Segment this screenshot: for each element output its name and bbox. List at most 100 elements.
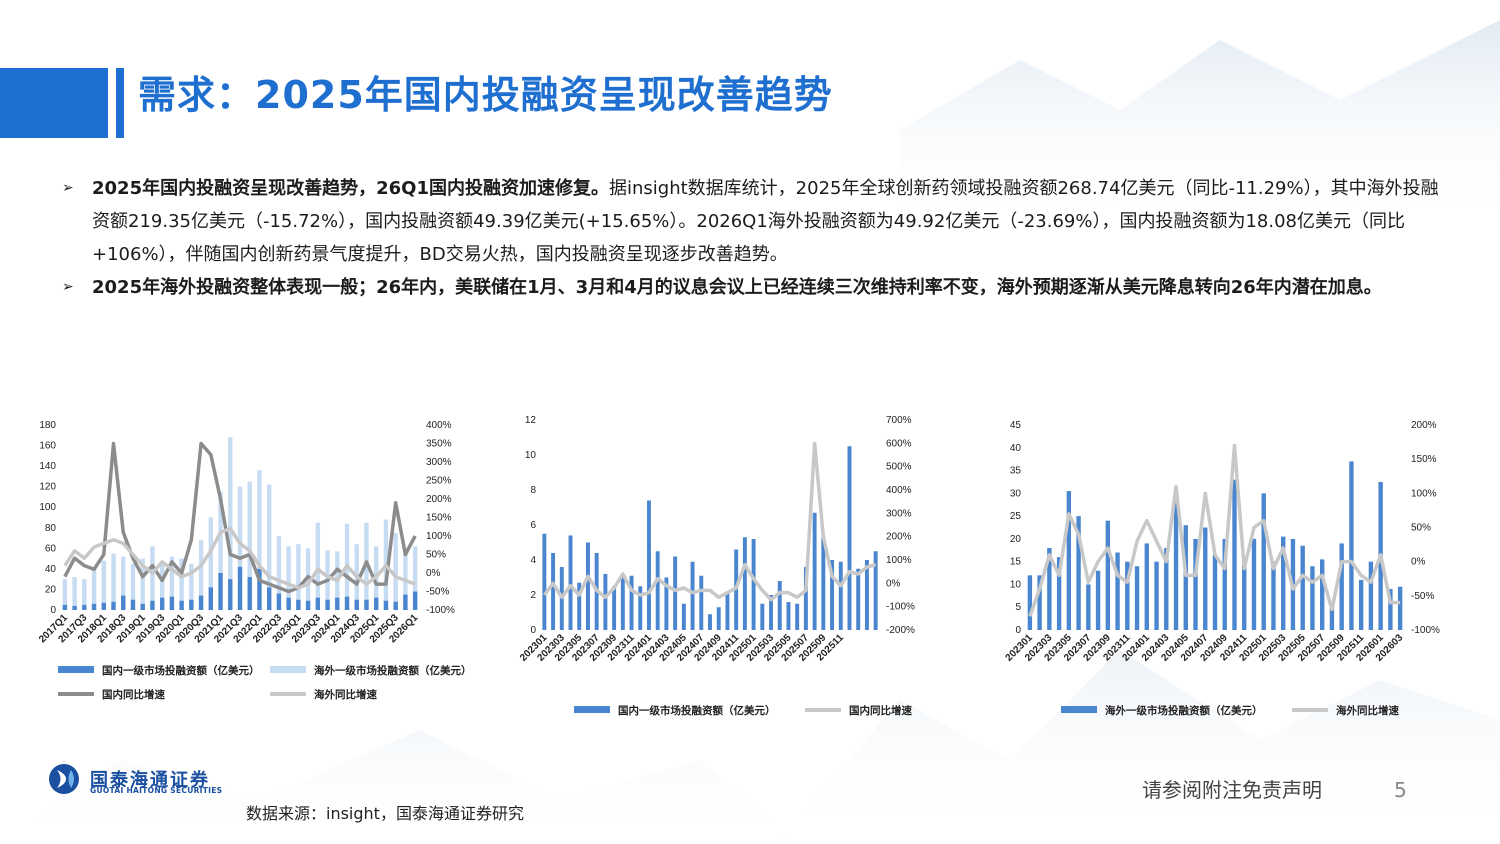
y-right-tick-label: 400% (886, 485, 912, 496)
y-left-tick-label: 10 (525, 450, 537, 461)
bar (742, 537, 747, 630)
y-right-tick-label: 200% (426, 494, 452, 505)
bar (218, 491, 223, 610)
y-right-tick-label: 100% (426, 531, 452, 542)
y-right-tick-label: 300% (426, 457, 452, 468)
y-left-tick-label: 20 (1010, 534, 1022, 545)
bar (856, 568, 861, 630)
bar (1212, 554, 1218, 630)
y-right-tick-label: 400% (426, 420, 452, 431)
bar (603, 574, 608, 630)
bar (577, 582, 582, 630)
bar (1105, 520, 1111, 630)
bar (364, 599, 369, 610)
y-right-tick-label: 200% (1411, 420, 1437, 431)
bar (247, 577, 252, 610)
bar (354, 599, 359, 610)
bar (364, 522, 369, 610)
bullet-1: ➢ 2025年国内投融资呈现改善趋势，26Q1国内投融资加速修复。据insigh… (62, 172, 1452, 271)
summary-text: ➢ 2025年国内投融资呈现改善趋势，26Q1国内投融资加速修复。据insigh… (62, 172, 1452, 304)
legend-label: 海外一级市场投融资额（亿美元） (314, 664, 472, 677)
chart-svg: 0 2 4 6 8 10 12 -200% -100% 0% 100% 200% 300% 400% 500… (518, 415, 915, 717)
legend-swatch (574, 706, 610, 713)
bullet-arrow-icon: ➢ (62, 279, 74, 295)
y-right-tick-label: 50% (1411, 523, 1431, 534)
bar (189, 563, 194, 610)
bar (101, 602, 106, 610)
bar (847, 446, 852, 630)
bar (1125, 561, 1130, 630)
y-left-tick-label: 0 (50, 605, 56, 616)
page-title: 需求：2025年国内投融资呈现改善趋势 (138, 73, 833, 117)
y-left-tick-label: 30 (1010, 488, 1022, 499)
bar (276, 593, 282, 610)
bar (585, 542, 590, 630)
bar (325, 599, 330, 610)
y-left-tick-label: 10 (1010, 579, 1022, 590)
bar (803, 567, 808, 630)
bar (1300, 545, 1305, 630)
y-right-tick-label: -100% (886, 602, 915, 613)
bar (62, 579, 68, 610)
bullet-arrow-icon: ➢ (62, 180, 74, 196)
y-left-tick-label: 0 (530, 625, 536, 636)
y-left-tick-label: 35 (1010, 466, 1022, 477)
bar (82, 579, 87, 610)
bar (62, 604, 68, 610)
y-right-tick-label: 150% (426, 513, 452, 524)
data-source: 数据来源：insight，国泰海通证券研究 (246, 804, 524, 823)
bar (673, 556, 678, 630)
y-left-tick-label: 2 (530, 590, 536, 601)
y-right-tick-label: -100% (1411, 625, 1440, 636)
title-accent-stripe (116, 68, 124, 138)
series-line (542, 441, 877, 602)
bar (725, 591, 730, 630)
legend-swatch (1061, 706, 1097, 713)
y-right-tick-label: 350% (426, 439, 452, 450)
y-left-tick-label: 4 (530, 555, 536, 566)
bar (647, 500, 651, 630)
bar (664, 577, 669, 630)
bar (1115, 552, 1120, 630)
bar (769, 595, 773, 630)
bar (121, 595, 126, 610)
bar (237, 486, 243, 610)
y-left-tick-label: 25 (1010, 511, 1022, 522)
y-right-tick-label: 50% (426, 550, 446, 561)
disclaimer-link[interactable]: 请参阅附注免责声明 (1142, 778, 1322, 802)
bar (1251, 538, 1257, 630)
bar (286, 546, 291, 610)
y-left-tick-label: 6 (530, 520, 536, 531)
bar (1076, 516, 1081, 630)
bar (198, 595, 204, 610)
bar (1222, 538, 1227, 630)
bar (1183, 525, 1188, 630)
bar (1310, 566, 1315, 630)
bar (208, 517, 213, 610)
logo-subtitle: GUOTAI HAITONG SECURITIES (90, 786, 223, 795)
y-right-tick-label: -200% (886, 625, 915, 636)
bar (1086, 584, 1091, 630)
bar (383, 600, 389, 610)
bar (130, 599, 136, 610)
bar (374, 597, 379, 610)
bar (1339, 543, 1344, 630)
bar (140, 558, 145, 610)
bullet-1-text: 据insight数据库统计，2025年全球创新药领域投融资额268.74亿美元（… (92, 178, 1439, 265)
bar (777, 581, 782, 630)
chart-svg: 0 20 40 60 80 100 120 140 160 180 -100% -50% 0% 50% 10… (37, 420, 472, 701)
y-right-tick-label: 200% (886, 532, 912, 543)
bar (159, 597, 165, 610)
bar (1232, 479, 1237, 630)
y-left-tick-label: 120 (39, 482, 56, 493)
bar (629, 575, 634, 630)
legend-label: 海外同比增速 (1336, 704, 1399, 717)
bar (111, 601, 116, 610)
bar (1095, 570, 1101, 630)
y-right-tick-label: 100% (1411, 488, 1437, 499)
bar (344, 596, 350, 610)
bar (795, 603, 800, 630)
bullet-2: ➢ 2025年海外投融资整体表现一般；26年内，美联储在1月、3月和4月的议息会… (62, 271, 1452, 304)
title-accent-block (0, 68, 108, 138)
bar (568, 535, 573, 630)
